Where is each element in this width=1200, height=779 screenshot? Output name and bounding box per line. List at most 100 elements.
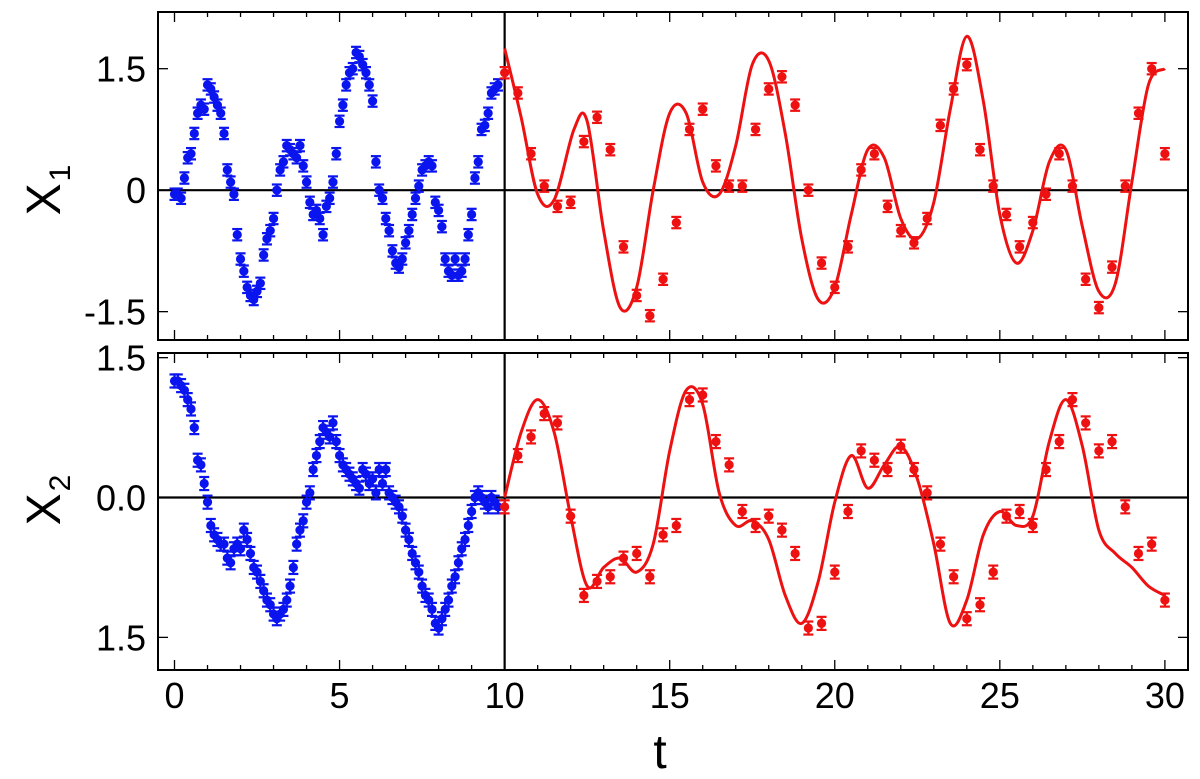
x2-predicted-point (644, 569, 655, 585)
x2-observed-point (245, 545, 256, 562)
x1-predicted-point (631, 288, 642, 303)
x1-predicted-point (895, 223, 906, 238)
x2-observed-point (377, 475, 388, 492)
x2-predicted-point (948, 569, 959, 585)
x2-observed-point (202, 494, 213, 510)
x1-predicted-point (697, 102, 708, 116)
x2-predicted-point (565, 508, 576, 524)
x2-axis-label: X2 (18, 475, 77, 526)
x2-observed-point (466, 503, 477, 520)
x1-observed-point (397, 252, 408, 266)
x2-observed-point (308, 461, 319, 478)
x-tick-label: 25 (980, 675, 1020, 716)
x2-observed-point (334, 447, 345, 464)
x1-predicted-point (1107, 260, 1118, 274)
x1-observed-point (387, 244, 398, 258)
x1-observed-point (407, 207, 418, 222)
x1-observed-point (403, 223, 414, 238)
x1-predicted-point (776, 70, 787, 84)
x2-observed-point (288, 559, 299, 576)
x2-predicted-point (605, 569, 616, 585)
x1-predicted-point (869, 146, 880, 161)
x1-predicted-point (1041, 187, 1052, 201)
x2-predicted-point (935, 536, 946, 552)
x1-observed-point (304, 195, 315, 210)
x1-predicted-point (975, 142, 986, 157)
x2-observed-point (311, 447, 322, 464)
x1-observed-point (176, 191, 187, 206)
x1-observed-point (225, 175, 236, 189)
x2-predicted-point (1014, 503, 1025, 520)
x2-predicted-point (856, 443, 867, 459)
x2-predicted-point (526, 429, 537, 445)
x2-observed-point (304, 485, 315, 501)
x2-predicted-point (1120, 499, 1131, 515)
x1-plot-frame (157, 11, 1189, 341)
x2-predicted-point (710, 433, 721, 450)
x1-predicted-point (856, 163, 867, 177)
x1-observed-point (410, 191, 421, 206)
x2-y-tick-label: 0.0 (96, 478, 146, 519)
x1-predicted-point (1054, 146, 1065, 161)
x1-observed-point (384, 223, 395, 238)
x1-predicted-point (908, 236, 919, 250)
t-axis-label: t (653, 726, 666, 779)
x1-predicted-point (922, 211, 933, 226)
x2-predicted-point (578, 587, 589, 604)
x2-predicted-point (988, 564, 999, 580)
x2-observed-point (314, 433, 325, 450)
x1-predicted-point (763, 82, 774, 96)
x1-predicted-point (1159, 146, 1170, 161)
x2-data-points (169, 373, 1170, 636)
x1-predicted-point (829, 280, 840, 295)
x1-observed-point (258, 248, 269, 262)
x1-observed-point (314, 211, 325, 226)
x2-observed-point (255, 573, 266, 590)
x2-panel: 1.5 0.0 1.5 0 5 10 15 20 25 30 X2 t (18, 338, 1189, 779)
x1-predicted-point (605, 142, 616, 157)
x2-predicted-point (512, 447, 523, 464)
x2-y-tick-label: 1.5 (96, 338, 146, 379)
x1-observed-point (337, 98, 348, 112)
x1-predicted-point (552, 199, 563, 214)
x1-observed-point (265, 223, 276, 238)
x1-predicted-point (578, 134, 589, 149)
x2-observed-point (413, 564, 424, 580)
x1-observed-point (324, 191, 335, 206)
x2-observed-point (285, 578, 296, 594)
x1-predicted-point (1067, 179, 1078, 193)
x2-predicted-point (776, 522, 787, 538)
x-tick-label: 0 (164, 675, 184, 716)
x1-predicted-point (935, 118, 946, 133)
x2-predicted-point (1041, 461, 1052, 478)
x2-predicted-point (658, 527, 669, 543)
x2-observed-point (195, 457, 206, 473)
x1-predicted-point (1133, 106, 1144, 121)
x2-predicted-point (1054, 433, 1065, 450)
x2-fit-line (503, 385, 1166, 628)
x2-observed-point (327, 415, 338, 431)
x2-observed-point (199, 475, 210, 492)
x1-observed-point (255, 276, 266, 291)
x2-predicted-point (842, 503, 853, 520)
x1-predicted-point (1027, 215, 1038, 230)
x2-predicted-point (922, 485, 933, 501)
x1-fit-line (503, 34, 1166, 313)
x1-predicted-point (750, 122, 761, 137)
x1-observed-point (483, 106, 494, 121)
x1-reference-lines (158, 12, 1188, 340)
x1-data-points (169, 45, 1170, 323)
x1-observed-point (364, 78, 375, 92)
x1-observed-point (222, 163, 233, 177)
x1-axis-ticks (158, 12, 1188, 340)
x2-predicted-point (895, 438, 906, 454)
x1-predicted-point (882, 199, 893, 214)
x1-observed-point (219, 126, 230, 141)
x2-predicted-point (684, 391, 695, 408)
x1-observed-point (186, 146, 197, 161)
x-tick-label: 30 (1145, 675, 1185, 716)
x1-y-tick-label: -1.5 (84, 292, 146, 333)
x1-predicted-point (803, 183, 814, 197)
x1-y-tick-label: 1.5 (96, 49, 146, 90)
x2-predicted-point (631, 545, 642, 562)
